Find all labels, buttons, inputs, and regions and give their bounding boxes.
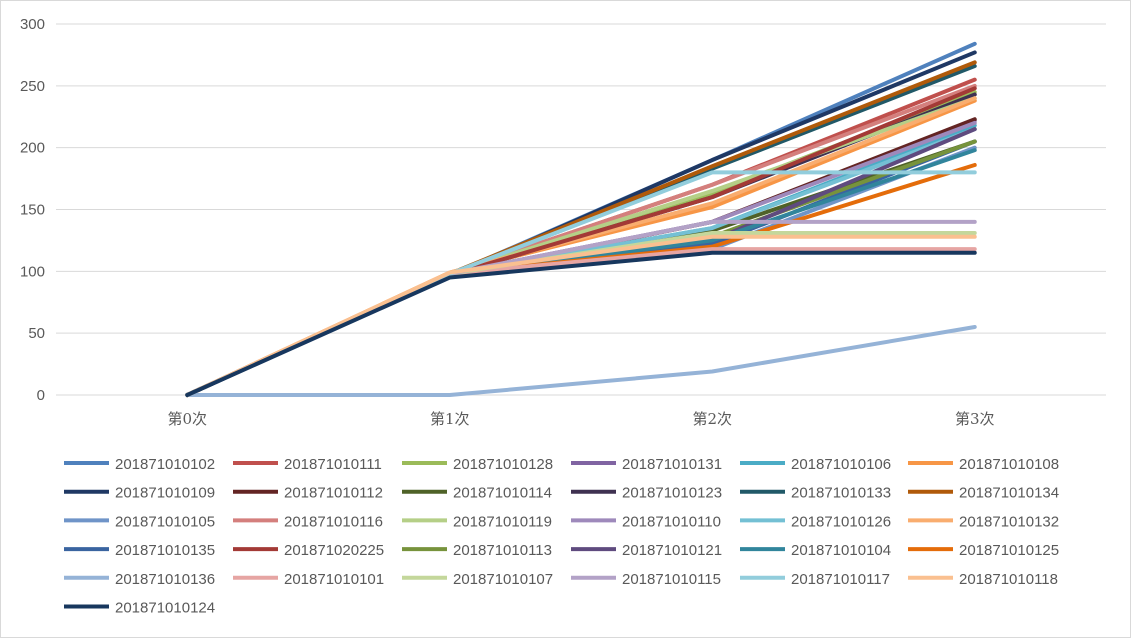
- legend-item: 201871010113: [402, 542, 552, 559]
- legend-item: 201871010111: [233, 456, 382, 473]
- legend-label: 201871010117: [791, 571, 890, 588]
- legend-label: 201871010134: [959, 485, 1059, 502]
- legend-label: 201871010124: [115, 600, 215, 617]
- series-lines: [185, 41, 977, 397]
- legend-item: 201871010119: [402, 513, 552, 530]
- legend-item: 201871020225: [233, 542, 384, 559]
- legend-item: 201871010112: [233, 485, 383, 502]
- legend-label: 201871010107: [453, 571, 553, 588]
- legend-item: 201871010115: [571, 571, 721, 588]
- legend-item: 201871010128: [402, 456, 553, 473]
- legend-label: 201871020225: [284, 542, 384, 559]
- legend: 201871010102 201871010111 201871010128 2018…: [64, 456, 1059, 617]
- legend-item: 201871010104: [740, 542, 891, 559]
- legend-item: 201871010126: [740, 513, 891, 530]
- gridlines: [56, 23, 1106, 396]
- legend-item: 201871010107: [402, 571, 553, 588]
- legend-label: 201871010101: [284, 571, 384, 588]
- series-line-201871010124: [185, 250, 977, 397]
- legend-label: 201871010102: [115, 456, 215, 473]
- y-tick-label: 200: [20, 140, 45, 157]
- y-tick-label: 50: [28, 325, 45, 342]
- y-tick-label: 0: [37, 387, 45, 404]
- legend-item: 201871010108: [908, 456, 1059, 473]
- y-tick-label: 300: [20, 16, 45, 33]
- x-tick-label: 第2次: [692, 410, 732, 428]
- legend-label: 201871010133: [791, 485, 891, 502]
- legend-label: 201871010131: [622, 456, 722, 473]
- legend-label: 201871010118: [959, 571, 1058, 588]
- legend-label: 201871010104: [791, 542, 891, 559]
- legend-label: 201871010116: [284, 513, 383, 530]
- legend-label: 201871010109: [115, 485, 215, 502]
- legend-item: 201871010124: [64, 600, 215, 617]
- legend-label: 201871010110: [622, 513, 721, 530]
- legend-item: 201871010117: [740, 571, 890, 588]
- legend-item: 201871010135: [64, 542, 215, 559]
- legend-item: 201871010134: [908, 485, 1059, 502]
- y-tick-label: 100: [20, 263, 45, 280]
- legend-item: 201871010110: [571, 513, 721, 530]
- legend-item: 201871010132: [908, 513, 1059, 530]
- legend-item: 201871010105: [64, 513, 215, 530]
- legend-label: 201871010136: [115, 571, 215, 588]
- series-line-201871010117: [185, 170, 977, 397]
- x-tick-label: 第0次: [167, 410, 207, 428]
- legend-label: 201871010108: [959, 456, 1059, 473]
- legend-item: 201871010123: [571, 485, 722, 502]
- legend-item: 201871010116: [233, 513, 383, 530]
- x-tick-label: 第3次: [955, 410, 995, 428]
- legend-item: 201871010101: [233, 571, 384, 588]
- legend-item: 201871010102: [64, 456, 215, 473]
- legend-label: 201871010111: [284, 456, 382, 473]
- series-line-201871010125: [185, 162, 977, 397]
- legend-item: 201871010118: [908, 571, 1058, 588]
- x-axis: 第0次 第1次 第2次 第3次: [167, 410, 994, 428]
- legend-item: 201871010133: [740, 485, 891, 502]
- x-tick-label: 第1次: [430, 410, 470, 428]
- legend-item: 201871010106: [740, 456, 891, 473]
- legend-label: 201871010128: [453, 456, 553, 473]
- series-line-201871010118: [185, 234, 977, 397]
- y-tick-label: 150: [20, 202, 45, 219]
- legend-label: 201871010132: [959, 513, 1059, 530]
- legend-label: 201871010112: [284, 485, 383, 502]
- legend-label: 201871010113: [453, 542, 552, 559]
- legend-item: 201871010109: [64, 485, 215, 502]
- y-axis: 0 50 100 150 200 250 300: [20, 16, 45, 404]
- legend-label: 201871010106: [791, 456, 891, 473]
- legend-label: 201871010125: [959, 542, 1059, 559]
- legend-label: 201871010119: [453, 513, 552, 530]
- legend-item: 201871010121: [571, 542, 722, 559]
- legend-label: 201871010105: [115, 513, 215, 530]
- legend-label: 201871010115: [622, 571, 721, 588]
- legend-item: 201871010136: [64, 571, 215, 588]
- legend-label: 201871010135: [115, 542, 215, 559]
- legend-label: 201871010126: [791, 513, 891, 530]
- legend-item: 201871010114: [402, 485, 552, 502]
- legend-label: 201871010114: [453, 485, 552, 502]
- series-line-201871010136: [185, 324, 977, 397]
- legend-item: 201871010131: [571, 456, 722, 473]
- legend-label: 201871010121: [622, 542, 722, 559]
- legend-item: 201871010125: [908, 542, 1059, 559]
- y-tick-label: 250: [20, 78, 45, 95]
- legend-label: 201871010123: [622, 485, 722, 502]
